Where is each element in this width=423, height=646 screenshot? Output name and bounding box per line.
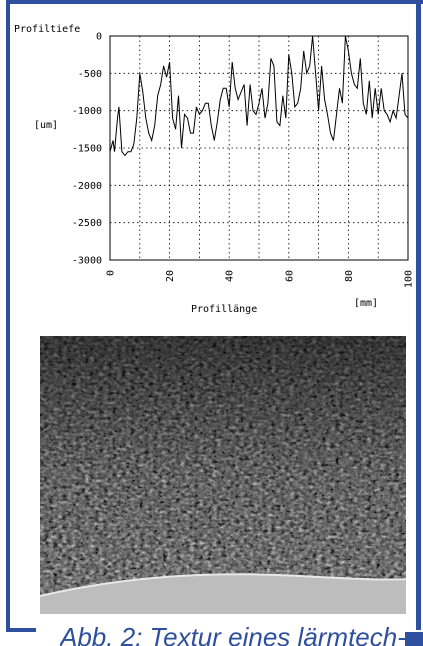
y-tick-label: -2500 bbox=[72, 218, 102, 229]
y-tick-label: -500 bbox=[78, 69, 102, 80]
profile-line bbox=[109, 35, 409, 157]
chart-grid bbox=[110, 36, 408, 260]
y-axis-ticks: 0 -500 -1000 -1500 -2000 -2500 -3000 bbox=[72, 32, 102, 267]
frame-border-top bbox=[6, 0, 423, 4]
y-tick-label: -1000 bbox=[72, 106, 102, 117]
y-axis-unit: [um] bbox=[34, 120, 58, 131]
profile-chart: 0 -500 -1000 -1500 -2000 -2500 -3000 0 20 40 60 80… bbox=[14, 24, 415, 315]
plot-frame bbox=[109, 35, 409, 261]
y-tick-label: -2000 bbox=[72, 181, 102, 192]
texture-surface-image bbox=[40, 336, 406, 614]
x-tick-label: 80 bbox=[344, 270, 355, 282]
x-tick-label: 60 bbox=[284, 270, 295, 282]
x-tick-label: 20 bbox=[165, 270, 176, 282]
texture-photo bbox=[40, 336, 406, 614]
x-tick-label: 0 bbox=[106, 270, 117, 276]
x-axis-unit: [mm] bbox=[354, 298, 378, 309]
frame-border-left bbox=[6, 0, 10, 632]
frame-border-right bbox=[416, 0, 421, 630]
y-tick-label: -1500 bbox=[72, 144, 102, 155]
x-tick-label: 40 bbox=[225, 270, 236, 282]
y-tick-label: -3000 bbox=[72, 256, 102, 267]
figure-caption: Abb. 2: Textur eines lärmtech- bbox=[60, 622, 406, 646]
x-axis-ticks: 0 20 40 60 80 100 bbox=[106, 270, 415, 288]
y-tick-label: 0 bbox=[96, 32, 102, 43]
x-axis-label: Profillänge bbox=[191, 304, 257, 315]
y-axis-label: Profiltiefe bbox=[14, 24, 80, 35]
frame-border-bottom bbox=[6, 628, 36, 632]
x-tick-label: 100 bbox=[404, 270, 415, 288]
frame-corner-block bbox=[405, 632, 423, 646]
